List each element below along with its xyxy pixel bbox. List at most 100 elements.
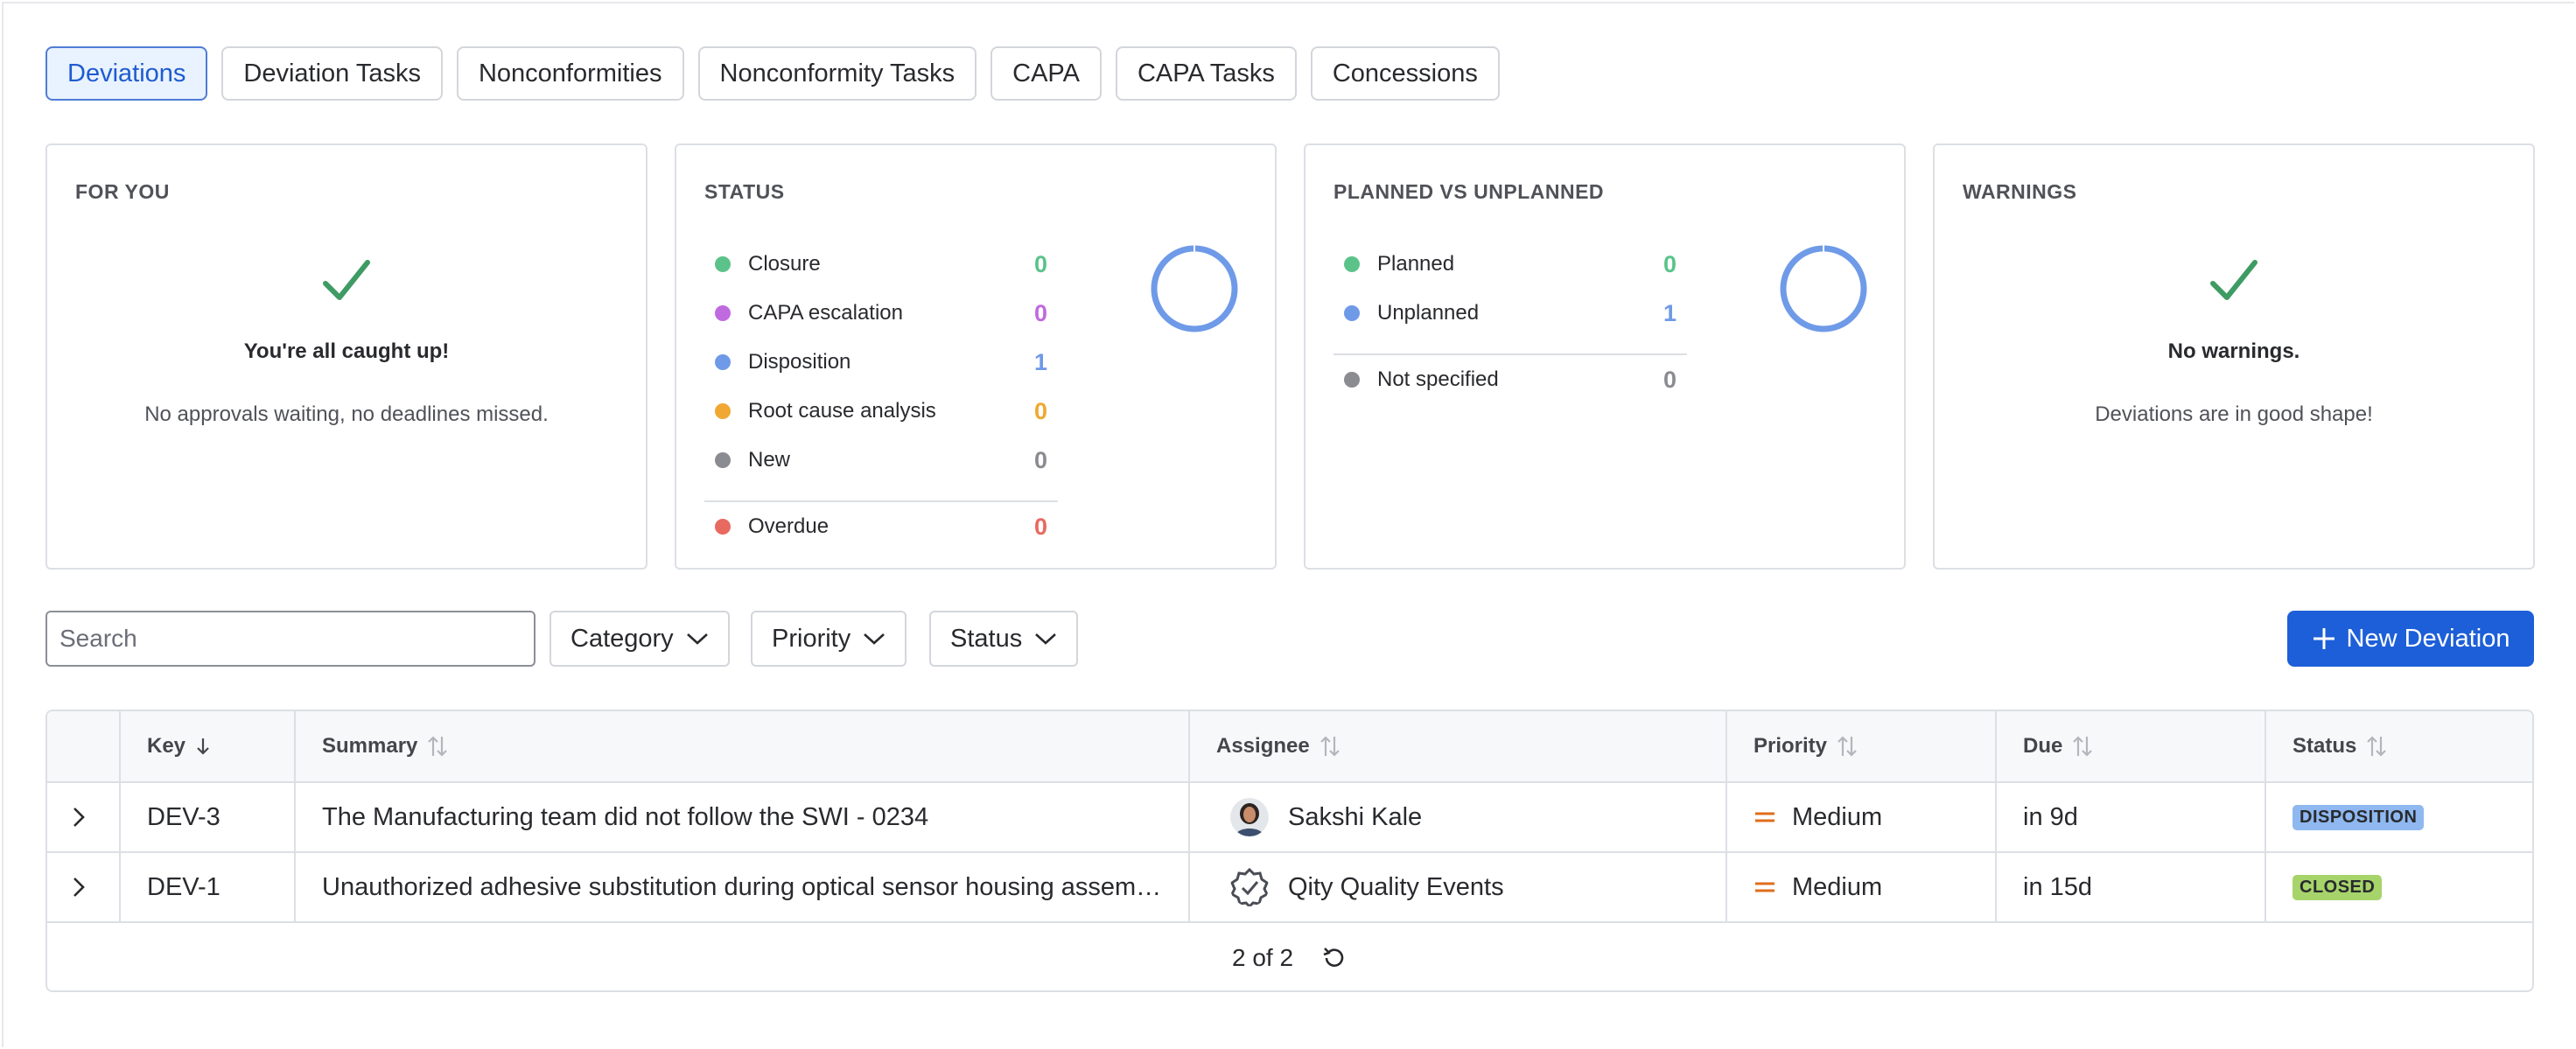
column-header-summary[interactable]: Summary [294,711,1188,781]
status-badge: DISPOSITION [2292,804,2425,830]
status-item-capa-escalation[interactable]: CAPA escalation 0 [704,289,1058,338]
sort-icon [1838,736,1857,757]
sort-icon [428,736,448,757]
sort-icon [1320,736,1340,757]
deviations-table: Key Summary Assignee Priority Due Status… [46,710,2534,992]
chevron-down-icon [686,633,708,645]
status-label: Closure [748,252,821,276]
status-badge: CLOSED [2292,874,2383,900]
category-filter[interactable]: Category [550,611,730,667]
column-label: Priority [1754,734,1828,758]
warnings-card: WARNINGS No warnings. Deviations are in … [1933,143,2535,570]
status-item-disposition[interactable]: Disposition 1 [704,338,1058,387]
status-count: 1 [1033,348,1047,375]
tab-nonconformity-tasks[interactable]: Nonconformity Tasks [697,46,977,101]
column-label: Assignee [1216,734,1310,758]
planned-item-not-specified[interactable]: Not specified 0 [1334,355,1687,404]
chevron-down-icon [864,633,886,645]
status-label: Root cause analysis [748,399,936,423]
table-footer: 2 of 2 [47,923,2532,990]
planned-label: Unplanned [1377,301,1480,325]
status-item-overdue[interactable]: Overdue 0 [704,502,1058,551]
priority-label: Medium [1792,872,1883,901]
column-header-due[interactable]: Due [1995,711,2264,781]
legend-dot [715,403,731,419]
tab-capa[interactable]: CAPA [990,46,1102,101]
column-divider [294,711,296,923]
row-summary[interactable]: The Manufacturing team did not follow th… [322,802,929,831]
column-header-key[interactable]: Key [119,711,294,781]
status-filter[interactable]: Status [929,611,1079,667]
badge-check-icon [1230,868,1269,906]
row-assignee[interactable]: Qity Quality Events [1188,853,1726,921]
row-assignee[interactable]: Sakshi Kale [1188,783,1726,851]
card-title: WARNINGS [1963,180,2077,203]
status-label: Overdue [748,514,830,538]
table-header: Key Summary Assignee Priority Due Status [47,711,2532,783]
caught-up-message: No approvals waiting, no deadlines misse… [144,402,549,426]
caught-up-heading: You're all caught up! [243,339,450,363]
row-due[interactable]: in 15d [2023,872,2093,901]
new-deviation-button[interactable]: New Deviation [2287,611,2534,667]
tab-deviation-tasks[interactable]: Deviation Tasks [221,46,443,101]
priority-medium-icon [1755,882,1774,892]
row-status[interactable]: DISPOSITION [2264,783,2532,851]
table-row[interactable]: DEV-3 The Manufacturing team did not fol… [47,783,2532,853]
table-row[interactable]: DEV-1 Unauthorized adhesive substitution… [47,853,2532,923]
column-header-assignee[interactable]: Assignee [1188,711,1726,781]
assignee-name: Sakshi Kale [1288,802,1423,831]
planned-count: 0 [1662,250,1676,277]
status-count: 0 [1033,513,1047,540]
legend-dot [715,519,731,535]
status-item-root-cause-analysis[interactable]: Root cause analysis 0 [704,387,1058,436]
planned-label: Not specified [1377,367,1499,391]
planned-donut-chart [1780,245,1867,332]
row-priority[interactable]: Medium [1726,853,1995,921]
status-label: CAPA escalation [748,301,903,325]
planned-label: Planned [1377,252,1455,276]
column-label: Due [2023,734,2063,758]
refresh-icon[interactable] [1321,945,1348,971]
warnings-heading: No warnings. [2167,339,2300,363]
column-divider [1995,711,1997,923]
row-status[interactable]: CLOSED [2264,853,2532,921]
expand-button[interactable] [47,783,119,851]
planned-vs-unplanned-card: PLANNED VS UNPLANNED Planned 0 Unplanned… [1304,143,1906,570]
column-header-status[interactable]: Status [2264,711,2532,781]
row-due[interactable]: in 9d [2023,802,2078,831]
divider [704,500,1058,502]
status-item-closure[interactable]: Closure 0 [704,240,1058,289]
tab-capa-tasks[interactable]: CAPA Tasks [1115,46,1297,101]
sort-icon [2073,736,2093,757]
arrow-down-icon [197,738,209,755]
status-card: STATUS Closure 0 CAPA escalation 0 Dispo… [675,143,1277,570]
column-header-priority[interactable]: Priority [1726,711,1995,781]
avatar [1230,798,1269,836]
row-key[interactable]: DEV-3 [147,802,220,831]
row-summary[interactable]: Unauthorized adhesive substitution durin… [322,872,1162,901]
expand-button[interactable] [47,853,119,921]
column-label: Status [2292,734,2357,758]
row-key[interactable]: DEV-1 [147,872,220,901]
legend-dot [715,354,731,370]
legend-dot [1344,372,1360,388]
card-title: STATUS [704,180,785,203]
tab-concessions[interactable]: Concessions [1310,46,1500,101]
planned-item-unplanned[interactable]: Unplanned 1 [1334,289,1687,338]
tab-nonconformities[interactable]: Nonconformities [456,46,684,101]
search-input[interactable] [46,611,536,667]
priority-label: Medium [1792,802,1883,831]
legend-dot [715,256,731,272]
tab-bar: Deviations Deviation Tasks Nonconformiti… [46,46,1500,101]
planned-item-planned[interactable]: Planned 0 [1334,240,1687,289]
priority-filter[interactable]: Priority [751,611,907,667]
status-item-new[interactable]: New 0 [704,436,1058,485]
sort-icon [2367,736,2387,757]
status-count: 0 [1033,250,1047,277]
priority-medium-icon [1755,812,1774,822]
legend-dot [1344,305,1360,321]
row-priority[interactable]: Medium [1726,783,1995,851]
tab-deviations[interactable]: Deviations [46,46,208,101]
check-icon [2210,260,2258,300]
